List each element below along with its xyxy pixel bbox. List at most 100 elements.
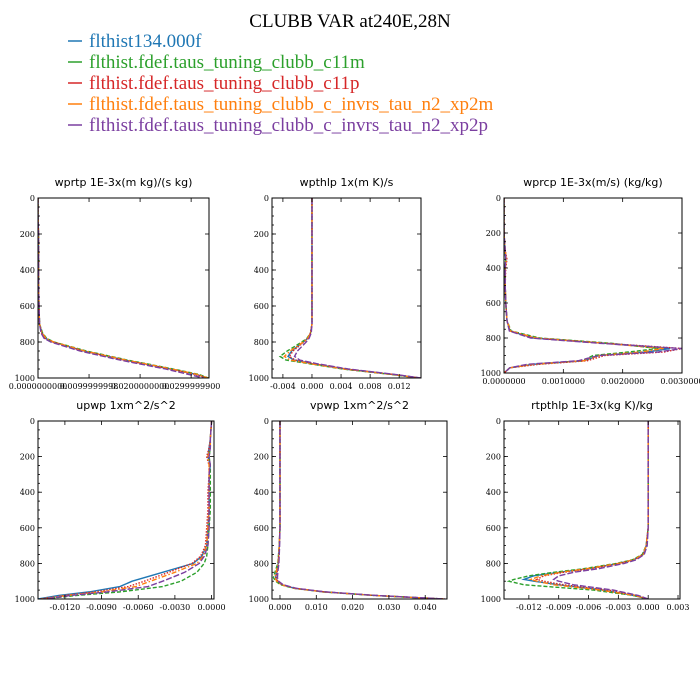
- series-line-5: [44, 421, 213, 599]
- panel-title: vpwp 1xm^2/s^2: [310, 399, 409, 412]
- panel-title: rtpthlp 1E-3x(kg K)/kg: [531, 399, 653, 412]
- series-line-2: [42, 421, 213, 599]
- x-tick-label: 0.0000000: [482, 377, 525, 386]
- series-line-4: [38, 198, 209, 378]
- x-tick-label: 0.012: [388, 382, 411, 391]
- x-tick-label: -0.012: [516, 603, 542, 612]
- series-line-3: [38, 198, 208, 378]
- x-tick-label: 0.0299999900: [162, 382, 221, 391]
- y-tick-label: 800: [486, 559, 501, 568]
- series-line-5: [504, 198, 682, 373]
- panel-6: rtpthlp 1E-3x(kg K)/kg 0 200 400 600 800 1000 -…: [481, 399, 690, 612]
- series-line-4: [274, 421, 444, 599]
- panel-title: wprcp 1E-3x(m/s) (kg/kg): [523, 176, 662, 189]
- y-tick-label: 400: [20, 488, 35, 497]
- series-group: [504, 198, 682, 373]
- plot-frame: [37, 420, 215, 600]
- x-tick-label: -0.009: [546, 603, 572, 612]
- x-tick-label: 0.004: [330, 382, 353, 391]
- series-line-2: [278, 198, 419, 378]
- x-tick-label: -0.006: [576, 603, 602, 612]
- x-tick-label: 0.000: [269, 603, 292, 612]
- y-tick-label: 800: [254, 338, 269, 347]
- plot-frame: [37, 197, 210, 379]
- series-line-4: [41, 421, 213, 599]
- x-tick-label: 0.0000: [198, 603, 226, 612]
- y-tick-label: 1000: [249, 374, 269, 383]
- y-tick-label: 1000: [481, 595, 501, 604]
- series-line-3: [275, 421, 445, 599]
- y-tick-label: 200: [486, 453, 501, 462]
- panel-1: wprtp 1E-3x(m kg)/(s kg) 0 200 400 600 800 100…: [9, 176, 221, 391]
- legend-entry: flthist.fdef.taus_tuning_clubb_c11m: [68, 52, 365, 73]
- y-tick-label: 800: [254, 559, 269, 568]
- y-tick-label: 0: [30, 417, 35, 426]
- series-line-1: [287, 198, 420, 378]
- y-tick-label: 600: [486, 524, 501, 533]
- y-tick-label: 200: [254, 453, 269, 462]
- plot-frame: [503, 420, 681, 600]
- series-line-4: [504, 198, 665, 373]
- panels-grid: wprtp 1E-3x(m kg)/(s kg) 0 200 400 600 800 100…: [9, 176, 700, 612]
- series-group: [272, 421, 446, 599]
- y-tick-label: 600: [20, 524, 35, 533]
- x-tick-label: 0.000: [301, 382, 324, 391]
- x-tick-label: -0.0030: [160, 603, 191, 612]
- series-line-2: [506, 421, 649, 599]
- series-line-5: [38, 198, 205, 378]
- y-tick-label: 0: [30, 194, 35, 203]
- series-line-1: [521, 421, 649, 599]
- series-group: [38, 421, 213, 599]
- x-tick-label: 0.0200000000: [111, 382, 170, 391]
- series-line-5: [293, 198, 421, 378]
- series-line-1: [38, 198, 209, 378]
- y-tick-label: 200: [20, 230, 35, 239]
- y-tick-label: 200: [486, 229, 501, 238]
- series-line-4: [528, 421, 649, 599]
- series-line-5: [276, 421, 446, 599]
- legend-entry: flthist.fdef.taus_tuning_clubb_c_invrs_t…: [68, 94, 493, 115]
- y-tick-label: 1000: [249, 595, 269, 604]
- y-tick-label: 400: [254, 488, 269, 497]
- panel-title: upwp 1xm^2/s^2: [76, 399, 176, 412]
- legend-label: flthist.fdef.taus_tuning_clubb_c11m: [89, 52, 365, 73]
- series-line-3: [288, 198, 421, 378]
- y-tick-label: 0: [264, 417, 269, 426]
- y-tick-label: 800: [486, 334, 501, 343]
- panel-title: wprtp 1E-3x(m kg)/(s kg): [55, 176, 193, 189]
- legend-label: flthist.fdef.taus_tuning_clubb_c_invrs_t…: [89, 115, 488, 136]
- y-tick-label: 400: [20, 266, 35, 275]
- legend-entry: flthist.fdef.taus_tuning_clubb_c11p: [68, 73, 360, 94]
- x-tick-label: 0.040: [414, 603, 437, 612]
- panel-5: vpwp 1xm^2/s^2 0 200 400 600 800 10000.000 0.01…: [249, 399, 448, 612]
- x-tick-label: 0.020: [341, 603, 364, 612]
- y-tick-label: 1000: [481, 369, 501, 378]
- y-tick-label: 800: [20, 338, 35, 347]
- panel-2: wpthlp 1x(m K)/s 0 200 400 600 800 1000-0.004 0…: [249, 176, 422, 391]
- x-tick-label: 0.010: [305, 603, 328, 612]
- x-tick-label: 0.0030000: [660, 377, 700, 386]
- series-group: [38, 198, 209, 378]
- y-tick-label: 400: [486, 264, 501, 273]
- y-tick-label: 600: [486, 299, 501, 308]
- y-tick-label: 0: [264, 194, 269, 203]
- y-tick-label: 1000: [15, 595, 35, 604]
- legend-label: flthist134.000f: [89, 31, 202, 52]
- y-tick-label: 800: [20, 559, 35, 568]
- figure-title: CLUBB VAR at240E,28N: [249, 11, 451, 32]
- x-tick-label: 0.000: [637, 603, 660, 612]
- x-tick-label: 0.0020000: [601, 377, 644, 386]
- y-tick-label: 600: [20, 302, 35, 311]
- x-tick-label: -0.0120: [50, 603, 81, 612]
- x-tick-label: -0.0060: [123, 603, 154, 612]
- x-tick-label: -0.003: [606, 603, 632, 612]
- plot-frame: [271, 197, 422, 379]
- series-line-2: [504, 198, 659, 373]
- x-tick-label: 0.003: [667, 603, 690, 612]
- legend-label: flthist.fdef.taus_tuning_clubb_c11p: [89, 73, 360, 94]
- y-tick-label: 400: [254, 266, 269, 275]
- legend: flthist134.000fflthist.fdef.taus_tuning_…: [68, 31, 493, 136]
- x-tick-label: 0.0000000000: [9, 382, 68, 391]
- x-tick-label: 0.0010000: [542, 377, 585, 386]
